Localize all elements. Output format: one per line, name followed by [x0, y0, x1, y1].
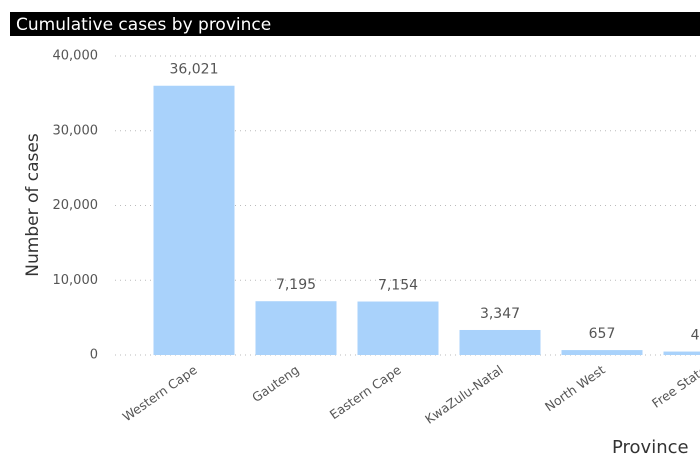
- bar: [663, 351, 700, 355]
- bar: [153, 85, 235, 355]
- value-label: 3,347: [480, 306, 520, 322]
- y-axis-title: Number of cases: [23, 133, 43, 277]
- value-label: 657: [589, 326, 616, 342]
- x-tick-label: North West: [542, 362, 608, 414]
- x-tick-label: Eastern Cape: [327, 362, 404, 422]
- value-label: 460: [691, 328, 700, 344]
- x-tick-label: Free State: [649, 362, 700, 411]
- chart-title: Cumulative cases by province: [16, 15, 271, 35]
- x-axis-title: Province: [612, 437, 689, 458]
- bar: [459, 329, 541, 355]
- y-tick-label: 20,000: [53, 198, 99, 213]
- y-tick-label: 40,000: [53, 49, 99, 64]
- bar: [357, 301, 439, 355]
- bar: [255, 301, 337, 355]
- x-tick-label: Gauteng: [249, 362, 302, 405]
- x-tick-label: KwaZulu-Natal: [422, 362, 506, 427]
- bar: [561, 350, 643, 355]
- value-label: 7,154: [378, 278, 418, 294]
- value-label: 36,021: [170, 62, 219, 78]
- x-tick-label: Western Cape: [120, 362, 200, 425]
- y-tick-label: 0: [90, 348, 98, 363]
- y-tick-label: 30,000: [53, 123, 99, 138]
- y-tick-label: 10,000: [53, 273, 99, 288]
- value-label: 7,195: [276, 277, 316, 293]
- title-bar: [10, 12, 700, 36]
